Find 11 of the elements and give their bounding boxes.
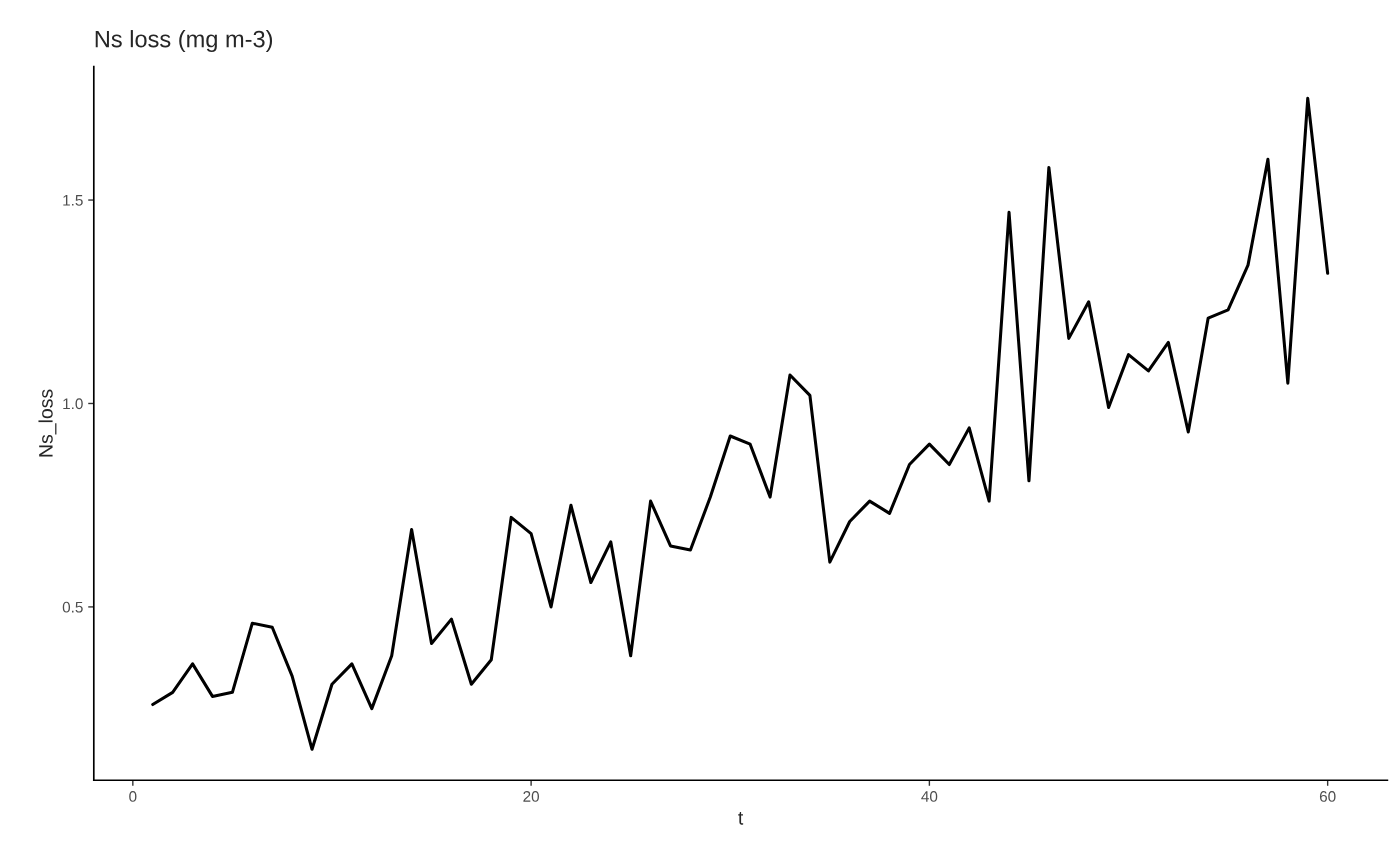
line-series xyxy=(151,96,1330,751)
y-tick-label: 0.5 xyxy=(62,601,83,613)
y-tick-label: 1.0 xyxy=(63,398,83,410)
x-axis-title: t xyxy=(738,811,744,825)
x-tick-label: 20 xyxy=(523,791,540,802)
x-tick-label: 0 xyxy=(129,791,137,802)
chart-title: Ns loss (mg m-3) xyxy=(95,30,273,53)
y-tick-label: 1.5 xyxy=(63,195,83,206)
y-axis-title: Ns_loss xyxy=(38,389,57,457)
x-tick-label: 60 xyxy=(1319,791,1336,802)
x-tick-label: 40 xyxy=(921,791,938,802)
